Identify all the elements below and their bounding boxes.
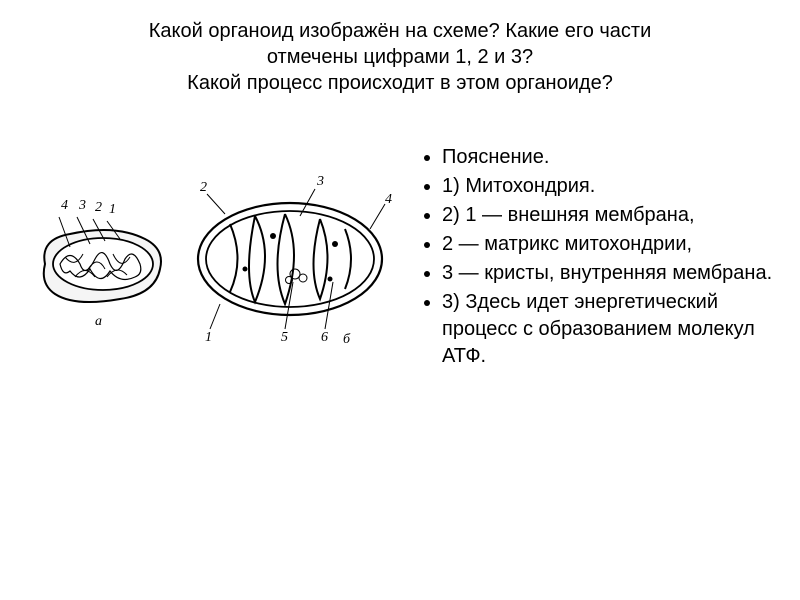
list-item: 3 — кристы, внутренняя мембрана.: [442, 260, 780, 287]
fig-b-num-3: 3: [317, 174, 324, 190]
title-line-3: Какой процесс происходит в этом органоид…: [40, 70, 760, 96]
diagram-wrap: 1 2 3 4 а: [25, 174, 405, 374]
text-column: Пояснение. 1) Митохондрия. 2) 1 — внешня…: [410, 134, 780, 374]
list-item: 2) 1 — внешняя мембрана,: [442, 202, 780, 229]
fig-b-num-6: 6: [321, 330, 328, 346]
content-row: 1 2 3 4 а: [0, 104, 800, 374]
fig-b-num-4: 4: [385, 192, 392, 208]
bullet-list: Пояснение. 1) Митохондрия. 2) 1 — внешня…: [420, 144, 780, 370]
diagram-column: 1 2 3 4 а: [20, 134, 410, 374]
mitochondrion-diagram-b: [185, 174, 395, 344]
list-item: 3) Здесь идет энергетический процесс с о…: [442, 289, 780, 370]
title-line-2: отмечены цифрами 1, 2 и 3?: [40, 44, 760, 70]
mitochondrion-diagram-a: [25, 209, 175, 319]
fig-b-num-5: 5: [281, 330, 288, 346]
fig-a-num-3: 3: [79, 198, 86, 214]
list-item: 1) Митохондрия.: [442, 173, 780, 200]
list-item: Пояснение.: [442, 144, 780, 171]
fig-a-num-4: 4: [61, 198, 68, 214]
fig-b-num-1: 1: [205, 330, 212, 346]
list-item: 2 — матрикс митохондрии,: [442, 231, 780, 258]
fig-a-num-2: 2: [95, 200, 102, 216]
title-line-1: Какой органоид изображён на схеме? Какие…: [40, 18, 760, 44]
fig-b-num-2: 2: [200, 180, 207, 196]
fig-a-num-1: 1: [109, 202, 116, 218]
title-area: Какой органоид изображён на схеме? Какие…: [0, 0, 800, 104]
fig-a-label: а: [95, 314, 102, 330]
fig-b-label: б: [343, 332, 350, 348]
